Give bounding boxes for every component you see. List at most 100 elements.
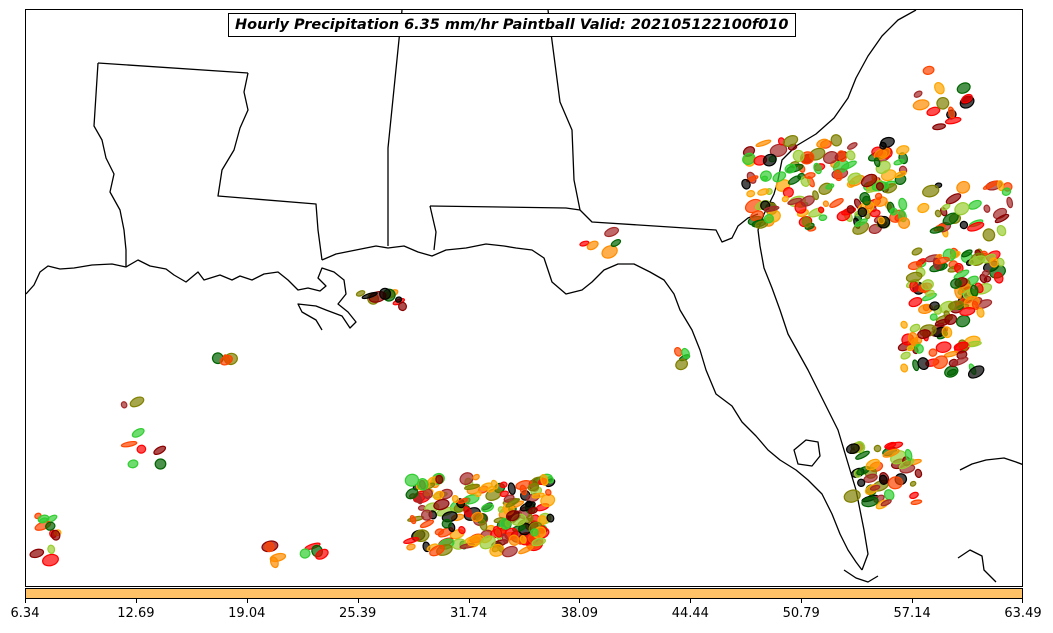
precip-paintball (880, 499, 892, 507)
precip-paintball (404, 473, 420, 487)
precip-paintball (893, 158, 905, 166)
precip-paintball (467, 534, 485, 547)
precip-paintball (898, 217, 911, 229)
precip-paintball (956, 180, 971, 194)
precip-paintball (403, 536, 420, 545)
precip-paintball (900, 320, 908, 329)
colorbar-tick (136, 599, 137, 603)
precip-paintball (315, 548, 329, 560)
precip-paintball (673, 346, 683, 357)
precip-paintball (419, 519, 435, 529)
precip-paintball (956, 82, 971, 94)
precip-paintball (910, 499, 923, 506)
precip-paintball (527, 482, 540, 492)
precip-paintball (822, 151, 839, 164)
precip-paintball (906, 345, 915, 352)
colorbar-tick (358, 599, 359, 603)
precip-paintball (782, 135, 799, 147)
precip-paintball (954, 202, 970, 216)
precip-paintball (435, 474, 444, 485)
precip-paintball (914, 343, 924, 354)
precip-paintball (960, 93, 973, 104)
precip-paintball (904, 448, 913, 461)
precip-paintball (825, 183, 835, 190)
precip-paintball (909, 323, 921, 333)
precip-paintball (983, 204, 991, 213)
precip-paintball (508, 534, 520, 546)
precip-paintball (524, 500, 533, 508)
precip-paintball (136, 444, 147, 454)
precip-paintball (746, 190, 756, 198)
precip-paintball (951, 356, 969, 367)
precip-paintball (900, 363, 909, 373)
precip-paintball (433, 490, 445, 501)
precip-paintball (873, 157, 881, 168)
precip-paintball (909, 491, 919, 500)
precip-paintball (994, 213, 1010, 224)
precip-paintball (857, 478, 866, 487)
precip-paintball (429, 544, 445, 557)
precip-paintball (878, 474, 888, 485)
precip-paintball (989, 257, 999, 268)
precip-paintball (441, 518, 452, 529)
precip-paintball (934, 81, 945, 95)
precip-paintball (50, 529, 61, 541)
precip-paintball (959, 306, 976, 317)
precip-paintball (464, 483, 480, 491)
precip-paintball (219, 354, 233, 366)
precip-paintball (505, 510, 520, 522)
precip-paintball (934, 256, 950, 265)
precip-paintball (996, 224, 1007, 237)
precip-paintball (610, 238, 622, 248)
precip-paintball (913, 90, 923, 98)
precip-paintball (869, 484, 881, 491)
precip-paintball (911, 247, 923, 256)
precip-paintball (531, 537, 546, 547)
precip-paintball (394, 296, 403, 303)
precip-paintball (763, 213, 774, 224)
precip-paintball (832, 159, 850, 174)
precip-paintball (894, 170, 907, 179)
precip-paintball (601, 245, 618, 259)
precip-paintball (451, 494, 459, 504)
precip-paintball (967, 365, 985, 379)
precip-paintball (996, 180, 1005, 192)
precip-paintball (967, 221, 985, 232)
precip-paintball (875, 182, 884, 191)
precip-paintball (127, 459, 139, 469)
precip-paintball (917, 202, 930, 214)
colorbar-tick-label: 19.04 (228, 606, 266, 621)
precip-paintball (869, 209, 881, 218)
precip-paintball (472, 473, 480, 481)
precip-paintball (499, 490, 509, 498)
precip-paintball (953, 341, 969, 351)
precip-paintball (47, 544, 56, 554)
precip-paintball (922, 65, 935, 75)
precip-paintball (264, 541, 275, 553)
precip-paintball (421, 509, 433, 521)
precip-paintball (941, 203, 951, 211)
precip-paintball (955, 314, 971, 328)
precip-paintball (769, 143, 788, 158)
precip-paintball (909, 480, 917, 487)
map-panel (25, 9, 1023, 587)
precip-paintball (847, 142, 858, 150)
coastline-mississippi-delta (321, 243, 863, 571)
precip-paintball (982, 228, 996, 242)
precip-paintball (1006, 196, 1014, 209)
precip-paintball (873, 147, 891, 161)
precip-paintball (579, 240, 590, 247)
precip-paintball (417, 478, 429, 491)
precip-paintball (741, 178, 751, 190)
colorbar-tick-label: 12.69 (117, 606, 155, 621)
precip-paintball (959, 220, 969, 230)
precip-paintball (905, 271, 923, 283)
precip-paintball (457, 497, 468, 505)
precip-paintball (546, 513, 555, 523)
precip-paintball (818, 214, 828, 222)
precip-paintball (405, 488, 419, 500)
precip-paintball (763, 205, 780, 212)
precip-paintball (409, 515, 417, 525)
precip-paintball (755, 139, 772, 148)
precip-paintball (874, 192, 883, 200)
